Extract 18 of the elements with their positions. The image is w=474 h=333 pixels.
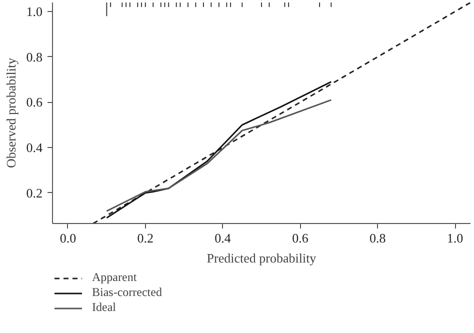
y-tick-label: 0.6	[26, 94, 43, 110]
y-tick-label: 0.4	[26, 140, 43, 156]
legend-label: Apparent	[92, 270, 137, 285]
y-axis-title: Observed probability	[3, 57, 18, 168]
line-series	[106, 99, 332, 212]
line-series	[106, 81, 332, 219]
y-tick-label: 0.8	[26, 49, 42, 64]
y-tick-label: 1.0	[26, 4, 42, 20]
legend-label: Ideal	[92, 300, 116, 315]
x-tick-label: 0.6	[292, 230, 309, 246]
x-tick-label: 0.8	[369, 230, 386, 246]
x-tick-label: 1.0	[446, 230, 464, 246]
y-tick-label: 0.2	[26, 185, 42, 200]
x-tick-label: 0.0	[60, 230, 76, 246]
x-axis-title: Predicted probability	[206, 250, 317, 266]
legend-label: Bias-corrected	[92, 285, 162, 300]
x-tick-label: 0.2	[137, 230, 154, 246]
x-tick-label: 0.4	[214, 230, 232, 246]
